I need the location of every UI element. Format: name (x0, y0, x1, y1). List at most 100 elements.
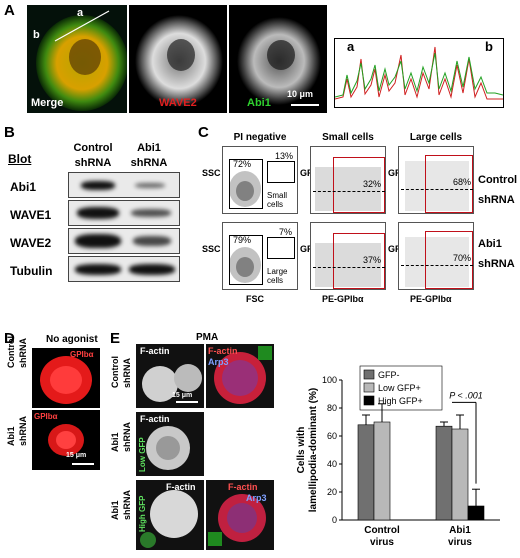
no-agonist-title: No agonist (46, 334, 98, 345)
legend-swatch (363, 395, 375, 406)
facs-large-row2: 70% (398, 222, 474, 290)
gfp-label-row1a: GFP (300, 168, 319, 178)
panel-letter-b: B (4, 124, 15, 141)
wave2-label: WAVE2 (159, 97, 197, 109)
panel-letter-e: E (110, 330, 121, 347)
e-control-merge: F-actin Arp3 (206, 344, 274, 408)
row2-sub: shRNA (478, 258, 515, 270)
d-control-micrograph: GPIbα (32, 348, 100, 408)
abi1-micrograph: Abi1 10 μm (229, 5, 327, 113)
y-axis-label-line2: lamellipodia-dominant (%) (308, 388, 319, 512)
ssc-label-row1: SSC (202, 168, 221, 178)
e-control-factin: F-actin 15 μm (136, 344, 204, 408)
gfp-label-row1b: GFP (388, 168, 407, 178)
d-control: Control (6, 336, 16, 368)
large-cells-label: Large cells (267, 267, 288, 285)
gfp-label-row2b: GFP (388, 244, 407, 254)
pct-79: 79% (233, 235, 252, 245)
pct-68: 68% (453, 177, 472, 187)
e-abi1-low-factin: F-actin Low GFP (136, 412, 204, 476)
pct-32: 32% (363, 179, 382, 189)
blot-row-tubulin: Tubulin (10, 264, 53, 278)
blot-wave1 (68, 200, 180, 226)
panel-letter-d: D (4, 330, 15, 347)
pe-label-small: PE-GPIbα (322, 294, 364, 304)
d-scalebar: 15 μm (66, 452, 87, 459)
significance-label: P < .001 (449, 390, 482, 400)
d-abi1-micrograph: GPIbα 15 μm (32, 410, 100, 470)
blot-wave2 (68, 228, 180, 254)
col-abi1-sub: shRNA (130, 157, 168, 169)
e-abi1-sub-row2: shRNA (122, 421, 132, 452)
small-cells-label: Small cells (267, 191, 288, 209)
e-control: Control (110, 356, 120, 388)
col-title-small-cells: Small cells (322, 132, 374, 143)
row2-label: Abi1 (478, 238, 502, 250)
legend-label: High GFP+ (378, 396, 423, 406)
facs-small-row2: 37% (310, 222, 386, 290)
legend-swatch (363, 382, 375, 393)
col-control: Control (73, 142, 113, 154)
panel-letter-a: A (4, 2, 15, 19)
pct-13: 13% (275, 151, 294, 161)
legend-label: Low GFP+ (378, 383, 421, 393)
abi1-label: Abi1 (247, 97, 271, 109)
bar-chart-svg: 0 20 40 60 80 100 Cells with lamellipodia-domin… (296, 365, 500, 548)
bar (435, 425, 453, 521)
line-profile-traces (334, 46, 504, 100)
e-factin-2: F-actin (208, 346, 238, 356)
e-arp3-2: Arp3 (246, 493, 267, 503)
blot-row-abi1: Abi1 (10, 180, 37, 194)
merge-label: Merge (31, 97, 64, 109)
profile-point-a: a (347, 39, 355, 54)
d-abi1: Abi1 (6, 426, 16, 446)
legend-label: GFP- (378, 370, 400, 380)
pct-37: 37% (363, 255, 382, 265)
facs-small-row1: 32% (310, 146, 386, 214)
ssc-label-row2: SSC (202, 244, 221, 254)
merge-micrograph: a b Merge (27, 5, 127, 113)
e-factin-1: F-actin (140, 346, 170, 356)
x-tick-label-line2: virus (370, 537, 394, 548)
pe-label-large: PE-GPIbα (410, 294, 452, 304)
e-low-gfp: Low GFP (138, 437, 147, 472)
e-abi1-row2: Abi1 (110, 432, 120, 452)
merge-image (27, 5, 127, 113)
legend-box (359, 365, 443, 411)
y-tick-label: 0 (332, 515, 337, 525)
e-factin-3: F-actin (140, 414, 170, 424)
y-tick-label: 100 (322, 375, 337, 385)
e-abi1-high-factin: F-actin High GFP (136, 480, 204, 550)
profile-point-b: b (485, 39, 493, 54)
y-tick-label: 80 (327, 403, 337, 413)
e-abi1-high-merge: F-actin Arp3 (206, 480, 274, 550)
y-tick-label: 60 (327, 431, 337, 441)
blot-heading: Blot (8, 152, 32, 166)
y-tick-label: 40 (327, 459, 337, 469)
d-stain-label-2: GPIbα (34, 412, 58, 421)
blot-row-wave2: WAVE2 (10, 236, 52, 250)
scalebar-label: 10 μm (287, 89, 314, 99)
bar-chart: 0 20 40 60 80 100 Cells with lamellipodia-domin… (282, 330, 518, 556)
row1-sub: shRNA (478, 194, 515, 206)
y-axis-label-line1: Cells with (296, 427, 307, 474)
row1-label: Control (478, 174, 518, 186)
e-abi1-sub-row3: shRNA (122, 489, 132, 520)
e-scalebar: 15 μm (172, 392, 193, 399)
e-high-gfp: High GFP (138, 495, 147, 532)
x-tick-label-line1: Control (364, 525, 400, 536)
legend-swatch (363, 369, 375, 380)
wave2-micrograph: WAVE2 (129, 5, 227, 113)
bar (357, 424, 375, 521)
facs-pi-row1: 72% 13% Small cells (222, 146, 298, 214)
pma-label: PMA (196, 332, 219, 343)
bar (373, 421, 391, 521)
pct-7: 7% (279, 227, 293, 237)
bar (451, 428, 469, 521)
x-tick-label-line2: virus (448, 537, 472, 548)
d-control-sub: shRNA (18, 337, 28, 368)
y-tick-label: 20 (327, 487, 337, 497)
fsc-label: FSC (246, 294, 264, 304)
blot-abi1 (68, 172, 180, 198)
line-profile-plot: a b (334, 38, 504, 108)
